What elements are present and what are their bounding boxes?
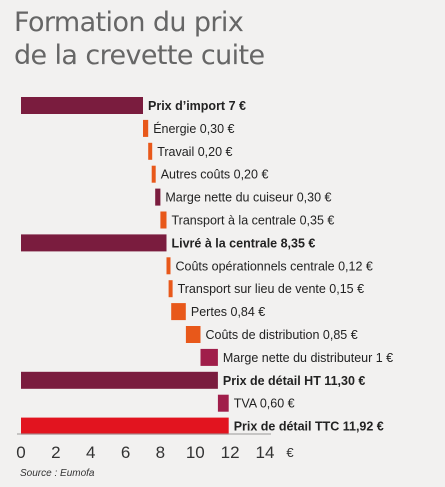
bar-label: Livré à la centrale 8,35 € xyxy=(172,236,316,250)
bar xyxy=(185,326,201,343)
x-tick-label: 6 xyxy=(121,443,130,462)
bar xyxy=(217,394,229,412)
x-tick-label: 4 xyxy=(86,443,95,462)
x-axis-unit: € xyxy=(286,445,294,460)
bar-label: Transport sur lieu de vente 0,15 € xyxy=(178,282,364,296)
bar xyxy=(171,303,186,321)
title-line-1: Formation du prix xyxy=(14,7,244,38)
x-tick-label: 14 xyxy=(256,443,275,462)
bar-label: TVA 0,60 € xyxy=(234,397,295,411)
bar xyxy=(160,211,167,229)
bar xyxy=(168,280,173,298)
bar-label: Pertes 0,84 € xyxy=(191,305,265,319)
bar xyxy=(21,417,229,435)
source-note: Source : Eumofa xyxy=(20,468,95,479)
bar xyxy=(155,188,161,206)
bar-label: Prix de détail TTC 11,92 € xyxy=(234,420,384,434)
bar-label: Énergie 0,30 € xyxy=(153,121,234,136)
x-tick-label: 12 xyxy=(221,443,240,462)
bar xyxy=(200,348,218,366)
bar xyxy=(21,97,143,114)
x-tick-label: 2 xyxy=(51,443,60,462)
bar xyxy=(143,119,149,137)
bar-label: Travail 0,20 € xyxy=(157,145,232,159)
bar-label: Coûts opérationnels centrale 0,12 € xyxy=(176,259,373,273)
bar-label: Transport à la centrale 0,35 € xyxy=(172,214,335,228)
bar-label: Autres coûts 0,20 € xyxy=(161,168,269,182)
title-line-2: de la crevette cuite xyxy=(14,40,265,71)
x-tick-label: 8 xyxy=(156,443,165,462)
bar xyxy=(21,234,167,252)
bar-label: Marge nette du cuiseur 0,30 € xyxy=(165,191,331,205)
bar xyxy=(21,371,218,389)
bar-label: Coûts de distribution 0,85 € xyxy=(206,328,358,342)
bar-label: Prix de détail HT 11,30 € xyxy=(223,374,365,388)
bar-label: Prix d’import 7 € xyxy=(148,99,246,113)
x-tick-label: 10 xyxy=(186,443,205,462)
x-tick-label: 0 xyxy=(16,443,25,462)
bar xyxy=(151,165,156,183)
bar xyxy=(166,257,171,275)
chart-title: Formation du prix de la crevette cuite xyxy=(14,6,434,72)
bar xyxy=(148,142,153,160)
bar-label: Marge nette du distributeur 1 € xyxy=(223,351,393,365)
